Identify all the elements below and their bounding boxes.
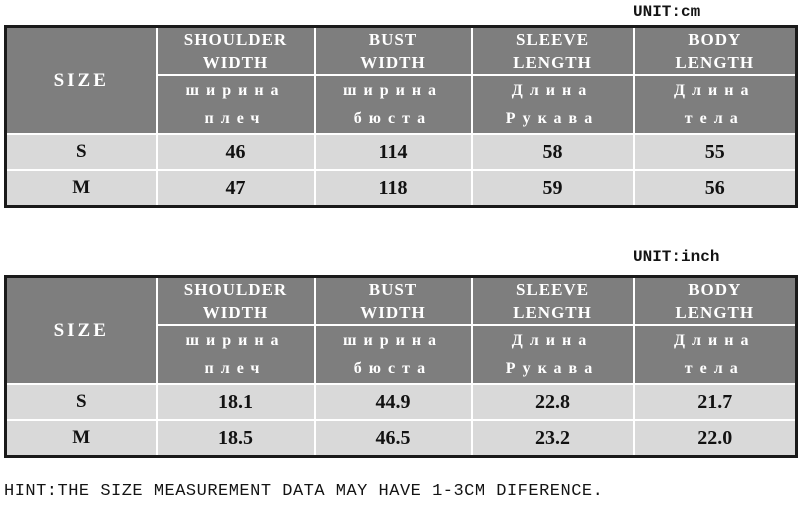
table-row-size-m: M 18.5 46.5 23.2 22.0: [4, 419, 798, 458]
value-cell-sleeve: 22.8: [470, 383, 635, 421]
col-header-ru-body-length: Длина тела: [632, 324, 798, 385]
col-header-ru-sleeve-length: Длина Рукава: [470, 324, 635, 385]
size-table-cm: SIZE SHOULDER WIDTH BUST WIDTH SLEEVE LE…: [4, 25, 798, 208]
value-cell-shoulder: 47: [155, 169, 316, 208]
value-cell-body: 22.0: [632, 419, 798, 458]
size-cell: M: [4, 169, 158, 208]
size-column-header: SIZE: [4, 275, 158, 385]
value-cell-shoulder: 18.5: [155, 419, 316, 458]
table-row-size-s: S 46 114 58 55: [4, 133, 798, 171]
col-header-en-shoulder-width: SHOULDER WIDTH: [155, 25, 316, 76]
size-cell: M: [4, 419, 158, 458]
col-header-en-sleeve-length: SLEEVE LENGTH: [470, 275, 635, 326]
size-table-inch: SIZE SHOULDER WIDTH BUST WIDTH SLEEVE LE…: [4, 275, 798, 458]
col-header-ru-sleeve-length: Длина Рукава: [470, 74, 635, 135]
col-header-en-bust-width: BUST WIDTH: [313, 275, 473, 326]
col-header-ru-body-length: Длина тела: [632, 74, 798, 135]
col-header-ru-bust-width: ширина бюста: [313, 74, 473, 135]
value-cell-shoulder: 18.1: [155, 383, 316, 421]
col-header-en-bust-width: BUST WIDTH: [313, 25, 473, 76]
hint-text: HINT:THE SIZE MEASUREMENT DATA MAY HAVE …: [4, 482, 604, 501]
value-cell-body: 21.7: [632, 383, 798, 421]
table-row-size-s: S 18.1 44.9 22.8 21.7: [4, 383, 798, 421]
value-cell-sleeve: 23.2: [470, 419, 635, 458]
value-cell-bust: 44.9: [313, 383, 473, 421]
table-row-size-m: M 47 118 59 56: [4, 169, 798, 208]
col-header-en-shoulder-width: SHOULDER WIDTH: [155, 275, 316, 326]
col-header-ru-shoulder-width: ширина плеч: [155, 324, 316, 385]
value-cell-sleeve: 59: [470, 169, 635, 208]
value-cell-bust: 46.5: [313, 419, 473, 458]
value-cell-shoulder: 46: [155, 133, 316, 171]
value-cell-body: 55: [632, 133, 798, 171]
size-cell: S: [4, 383, 158, 421]
col-header-en-body-length: BODY LENGTH: [632, 275, 798, 326]
unit-cm-label: UNIT:cm: [633, 3, 701, 21]
size-column-header: SIZE: [4, 25, 158, 135]
size-cell: S: [4, 133, 158, 171]
col-header-en-body-length: BODY LENGTH: [632, 25, 798, 76]
value-cell-bust: 114: [313, 133, 473, 171]
col-header-en-sleeve-length: SLEEVE LENGTH: [470, 25, 635, 76]
value-cell-bust: 118: [313, 169, 473, 208]
value-cell-body: 56: [632, 169, 798, 208]
col-header-ru-bust-width: ширина бюста: [313, 324, 473, 385]
value-cell-sleeve: 58: [470, 133, 635, 171]
unit-inch-label: UNIT:inch: [633, 248, 720, 266]
col-header-ru-shoulder-width: ширина плеч: [155, 74, 316, 135]
